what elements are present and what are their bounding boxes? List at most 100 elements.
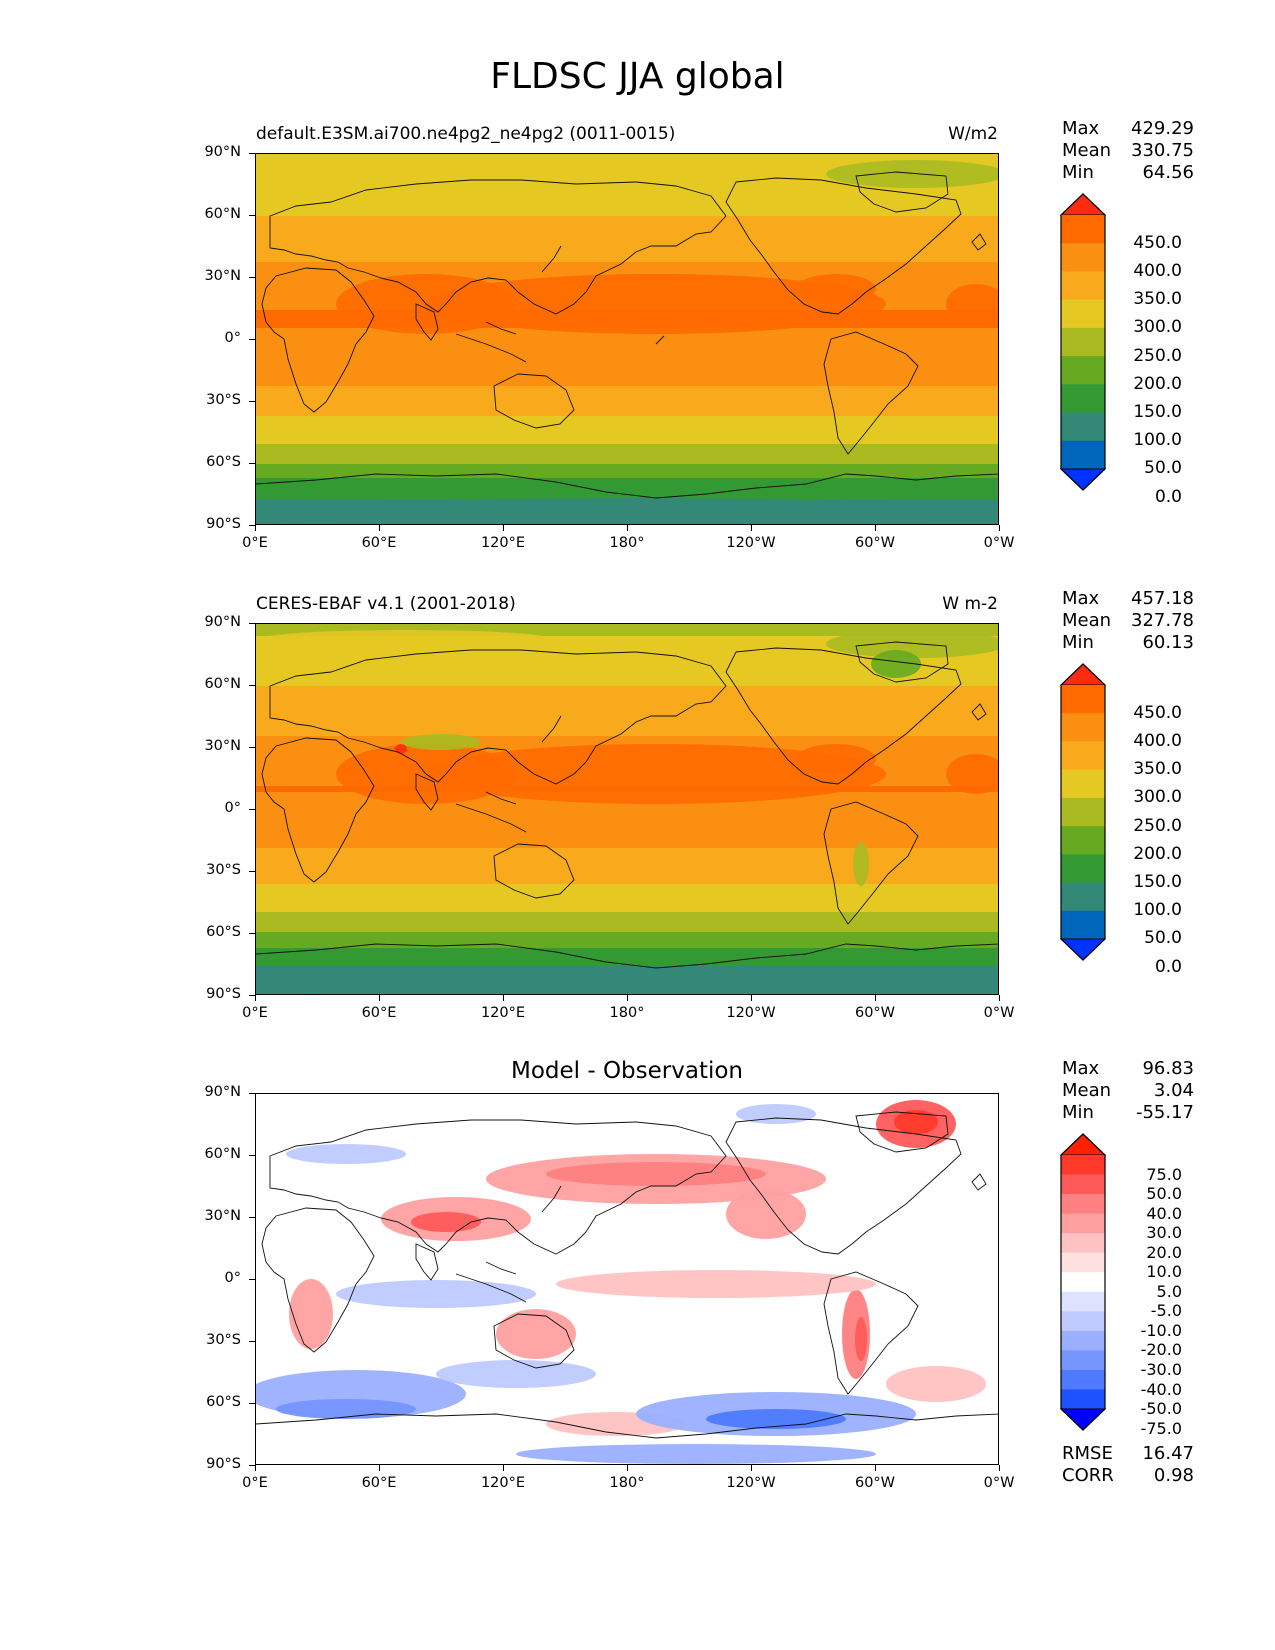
difference-region	[436, 1360, 596, 1388]
zonal-band	[256, 398, 998, 401]
zonal-band	[256, 966, 998, 969]
zonal-band	[256, 738, 998, 741]
zonal-band	[256, 686, 998, 689]
zonal-band	[256, 334, 998, 337]
zonal-band	[256, 896, 998, 899]
zonal-band	[256, 262, 998, 265]
zonal-band	[256, 474, 998, 477]
zonal-band	[256, 884, 998, 887]
stat-min: Min 60.13	[1062, 632, 1194, 653]
zonal-band	[256, 186, 998, 189]
zonal-band	[256, 636, 998, 639]
coastlines	[256, 171, 998, 499]
zonal-band	[256, 432, 998, 435]
colorbar-level-label: 100.0	[1133, 430, 1182, 451]
zonal-band	[256, 208, 998, 211]
zonal-band	[256, 218, 998, 221]
zonal-band	[256, 932, 998, 935]
coastlines	[256, 641, 998, 969]
zonal-band	[256, 194, 998, 197]
x-tick	[998, 1465, 1000, 1471]
zonal-band	[256, 714, 998, 717]
colorbar-level-label: 250.0	[1133, 815, 1182, 836]
zonal-band	[256, 164, 998, 167]
zonal-band	[256, 428, 998, 431]
zonal-band	[256, 476, 998, 479]
zonal-band	[256, 372, 998, 375]
x-tick	[626, 525, 628, 531]
field-region	[796, 274, 876, 304]
zonal-band	[256, 838, 998, 841]
y-tick	[249, 1092, 255, 1094]
field-region	[796, 744, 876, 774]
field-region	[426, 744, 886, 804]
x-tick	[874, 1465, 876, 1471]
x-tick-label: 0°W	[983, 1475, 1015, 1491]
colorbar-bin	[1061, 327, 1105, 357]
panel2-units: W m-2	[942, 594, 998, 614]
zonal-band	[256, 918, 998, 921]
panel2-stats: Max 457.18 Mean 327.78 Min 60.13	[1062, 588, 1194, 654]
colorbar-level-label: 5.0	[1156, 1281, 1182, 1301]
zonal-band	[256, 196, 998, 199]
zonal-band	[256, 472, 998, 475]
panel1-colorbar	[1059, 193, 1107, 491]
zonal-band	[256, 676, 998, 679]
colorbar-level-label: -20.0	[1140, 1340, 1182, 1360]
colorbar-bin	[1061, 271, 1105, 301]
field-region	[256, 630, 556, 650]
y-tick	[249, 276, 255, 278]
colorbar-bin	[1061, 412, 1105, 442]
zonal-band	[256, 264, 998, 267]
zonal-band	[256, 898, 998, 901]
zonal-band	[256, 426, 998, 429]
zonal-band	[256, 172, 998, 175]
zonal-band	[256, 484, 998, 487]
colorbar-bin	[1061, 826, 1105, 855]
difference-region	[286, 1144, 406, 1164]
panel3-stats: Max 96.83 Mean 3.04 Min -55.17	[1062, 1058, 1194, 1124]
zonal-band	[256, 470, 998, 473]
zonal-band	[256, 960, 998, 963]
zonal-band	[256, 718, 998, 721]
colorbar-outline	[1060, 663, 1106, 961]
stat-min: Min -55.17	[1062, 1102, 1194, 1123]
zonal-band	[256, 726, 998, 729]
zonal-band	[256, 168, 998, 171]
zonal-band	[256, 878, 998, 881]
zonal-band	[256, 674, 998, 677]
x-tick-label: 120°E	[480, 535, 526, 551]
x-tick	[502, 525, 504, 531]
metric-corr: CORR 0.98	[1062, 1465, 1194, 1486]
zonal-band	[256, 626, 998, 629]
colorbar-level-label: -5.0	[1150, 1301, 1182, 1321]
zonal-band	[256, 822, 998, 825]
x-tick-label: 120°W	[726, 1005, 776, 1021]
zonal-band	[256, 946, 998, 949]
zonal-band	[256, 488, 998, 491]
panel1-title: default.E3SM.ai700.ne4pg2_ne4pg2 (0011-0…	[256, 124, 676, 144]
colorbar-bin	[1061, 1233, 1105, 1254]
x-tick	[626, 1465, 628, 1471]
x-tick-label: 60°E	[361, 535, 397, 551]
zonal-band	[256, 736, 998, 739]
zonal-band	[256, 654, 998, 657]
colorbar-bin	[1061, 1155, 1105, 1175]
zonal-band	[256, 904, 998, 907]
stat-min: Min 64.56	[1062, 162, 1194, 183]
colorbar-bin	[1061, 356, 1105, 385]
zonal-band	[256, 406, 998, 409]
zonal-band	[256, 206, 998, 209]
stat-max: Max 96.83	[1062, 1058, 1194, 1079]
y-tick	[249, 994, 255, 996]
x-tick-label: 60°W	[854, 535, 896, 551]
zonal-band	[256, 934, 998, 937]
colorbar-level-label: 10.0	[1146, 1262, 1182, 1282]
zonal-band	[256, 350, 998, 353]
colorbar-bin	[1061, 882, 1105, 912]
zonal-band	[256, 952, 998, 955]
zonal-band	[256, 464, 998, 467]
zonal-band	[256, 820, 998, 823]
difference-region	[546, 1162, 766, 1186]
zonal-band	[256, 888, 998, 891]
